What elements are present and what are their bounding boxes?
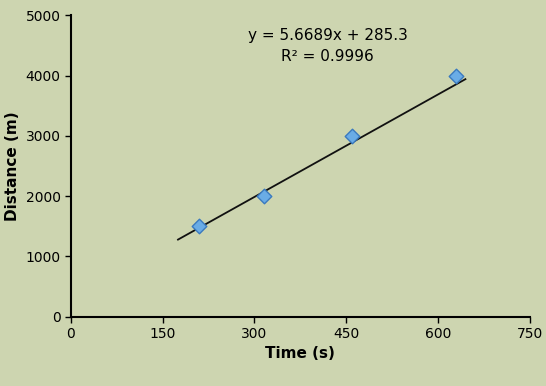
Point [259,193,268,199]
Y-axis label: Distance (m): Distance (m) [5,111,20,221]
Text: y = 5.6689x + 285.3: y = 5.6689x + 285.3 [248,27,408,42]
X-axis label: Time (s): Time (s) [265,347,335,362]
Point [452,73,461,79]
Text: R² = 0.9996: R² = 0.9996 [281,49,374,64]
Point [348,133,357,139]
Point [195,223,204,229]
